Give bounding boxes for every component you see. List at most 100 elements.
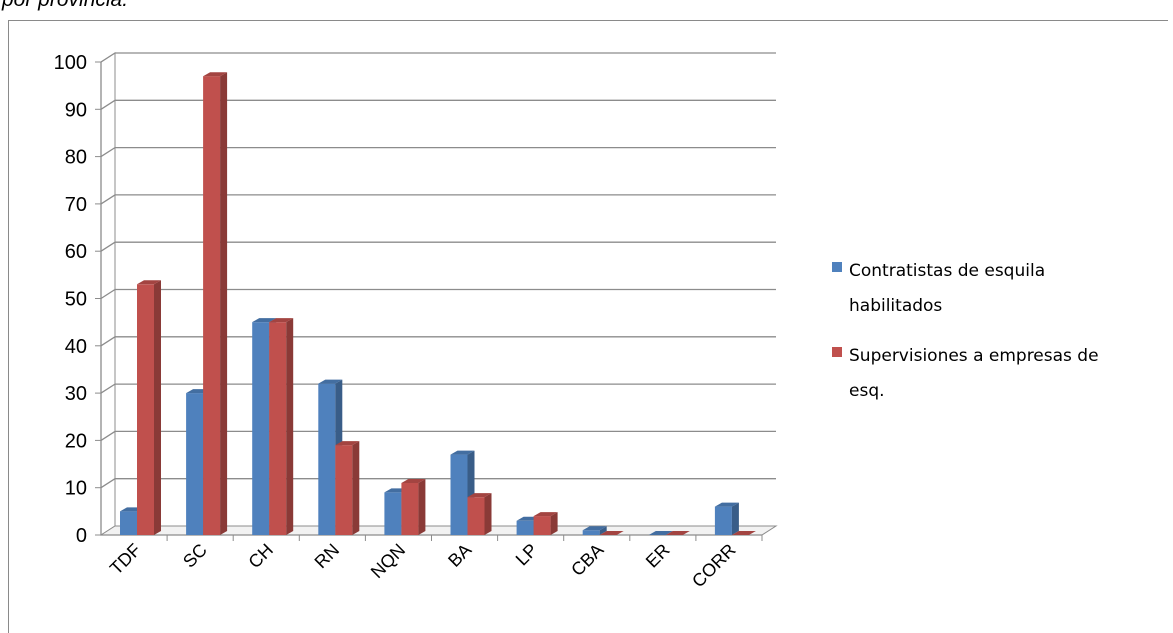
bar-lp-series-1 <box>533 512 558 535</box>
bar-top <box>582 526 607 531</box>
bar-front <box>318 383 336 535</box>
bar-side <box>550 512 558 535</box>
y-tick-label: 70 <box>65 194 87 216</box>
bar-side <box>154 280 161 535</box>
bar-cba-series-0 <box>582 526 607 535</box>
gridline <box>100 288 776 300</box>
bar-nqn-series-1 <box>401 478 426 535</box>
y-tick-label: 20 <box>65 430 87 452</box>
bar-corr-series-0 <box>714 502 739 535</box>
bar-corr-series-1 <box>731 531 756 535</box>
bar-front <box>203 76 221 535</box>
bar-front <box>120 511 137 535</box>
y-tick-labels: 0 10 20 30 40 50 60 70 80 90 100 <box>54 52 87 547</box>
x-tick-label: TDF <box>106 540 145 579</box>
x-tick-label: CH <box>244 540 277 573</box>
gridline <box>100 383 776 394</box>
legend-swatch-contratistas <box>832 262 842 272</box>
bar-front <box>269 322 287 535</box>
bar-front <box>533 516 551 535</box>
x-tick-label: CORR <box>688 540 740 592</box>
bar-side <box>599 526 607 535</box>
bar-rn-series-1 <box>335 441 360 535</box>
bar-top <box>401 478 426 483</box>
bar-side <box>286 318 294 535</box>
gridline <box>100 478 776 489</box>
bar-front <box>714 506 732 535</box>
gridline <box>100 146 776 158</box>
legend-label-supervisiones-line2: esq. <box>849 381 885 401</box>
y-tick-label: 90 <box>65 99 87 121</box>
y-tick-label: 100 <box>54 52 87 74</box>
gridline <box>100 194 776 205</box>
bar-front <box>137 284 154 535</box>
legend-swatch-supervisiones <box>832 347 842 357</box>
bar-top <box>648 531 673 535</box>
bar-er-series-1 <box>665 531 690 535</box>
bar-top <box>252 318 277 323</box>
bar-sc-series-1 <box>203 72 228 535</box>
bar-top <box>450 450 475 455</box>
bar-side <box>352 441 360 535</box>
legend-label-contratistas-line1: Contratistas de esquila <box>849 261 1045 281</box>
y-tick-label: 0 <box>76 525 87 547</box>
gridline <box>100 336 776 347</box>
x-tick-label: CBA <box>567 540 607 580</box>
gridline <box>100 430 776 441</box>
chart-frame <box>8 20 1168 633</box>
bar-side <box>731 502 739 535</box>
x-tick-label: RN <box>311 540 344 573</box>
y-tick-label: 50 <box>65 289 87 311</box>
x-tick-label: NQN <box>367 540 409 582</box>
bar-front <box>516 520 534 535</box>
bar-front <box>401 482 419 535</box>
x-tick-label: LP <box>512 540 542 570</box>
legend-label-supervisiones-line1: Supervisiones a empresas de <box>849 346 1099 366</box>
bar-top <box>137 280 161 285</box>
bar-cba-series-1 <box>599 531 624 535</box>
bar-front <box>467 497 485 535</box>
bar-front <box>450 454 468 535</box>
y-tick-label: 80 <box>65 147 87 169</box>
bar-front <box>335 445 353 535</box>
x-tick-label: ER <box>642 540 674 572</box>
bar-side <box>418 478 426 535</box>
y-tick-label: 30 <box>65 383 87 405</box>
gridline <box>100 99 776 110</box>
bar-top <box>533 512 558 517</box>
bar-top <box>665 531 690 535</box>
y-tick-label: 40 <box>65 336 87 358</box>
x-tick-label: BA <box>444 540 475 571</box>
gridline <box>100 241 776 252</box>
chart-caption: por provincia. <box>2 0 128 12</box>
bar-front <box>384 492 402 535</box>
bar-top <box>335 441 360 446</box>
gridlines <box>100 52 776 489</box>
legend-label-contratistas-line2: habilitados <box>849 296 942 316</box>
bar-tdf-series-1 <box>137 280 161 535</box>
bar-top <box>203 72 228 77</box>
legend: Contratistas de esquila habilitados Supe… <box>832 261 1099 401</box>
bar-front <box>186 393 204 535</box>
bar-er-series-0 <box>648 531 673 535</box>
bar-top <box>599 531 624 535</box>
bar-ch-series-1 <box>269 318 294 535</box>
bar-top <box>318 379 343 384</box>
bar-top <box>269 318 294 323</box>
bar-front <box>582 530 600 535</box>
y-tick-label: 10 <box>65 478 87 500</box>
bar-ba-series-1 <box>467 493 492 535</box>
y-tick-label: 60 <box>65 241 87 263</box>
x-tick-label: SC <box>179 540 211 572</box>
bar-side <box>484 493 492 535</box>
bar-ba-series-0 <box>450 450 475 535</box>
bar-top <box>467 493 492 498</box>
bar-top <box>731 531 756 535</box>
bar-side <box>220 72 228 535</box>
bars <box>120 72 756 535</box>
gridline <box>100 52 776 63</box>
bar-front <box>252 322 270 535</box>
bar-top <box>714 502 739 507</box>
x-tick-labels: TDF SC CH RN NQN BA LP CBA ER CORR <box>106 540 740 592</box>
